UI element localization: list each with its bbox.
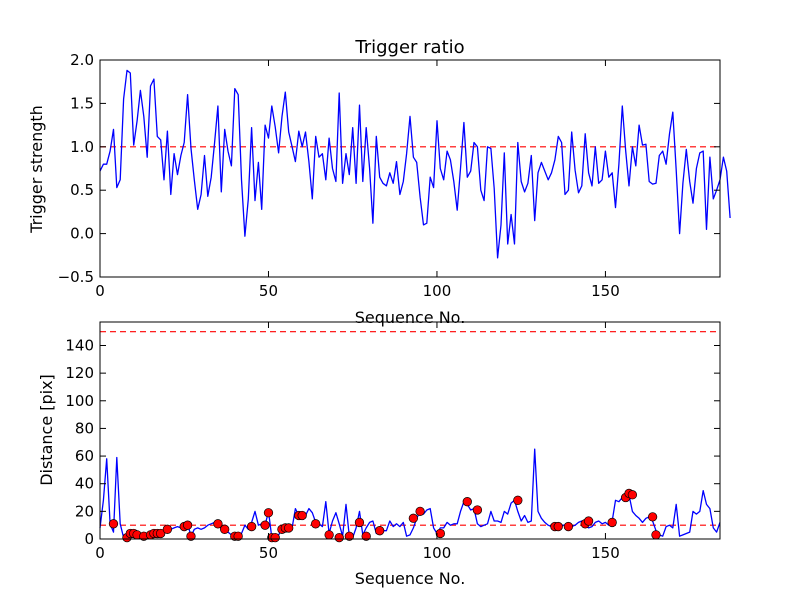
bottom-chart-marker-point: [108, 519, 119, 529]
bottom-chart-marker-point: [415, 506, 425, 517]
bottom-chart-marker-point: [284, 523, 294, 533]
bottom-chart-y-tick-label: 80: [75, 419, 94, 437]
bottom-chart-marker-point: [435, 528, 445, 539]
bottom-chart-marker-point: [408, 513, 419, 523]
top-chart-title: Trigger ratio: [354, 37, 464, 58]
top-chart-y-tick-label: 1.0: [70, 138, 94, 156]
bottom-chart-marker-point: [334, 532, 344, 543]
bottom-chart-marker-point: [246, 521, 257, 532]
top-chart-y-tick-label: 0.0: [70, 225, 94, 243]
bottom-chart-marker-point: [472, 505, 483, 515]
bottom-chart-marker-point: [324, 530, 334, 540]
top-chart-series-line: [99, 69, 731, 259]
bottom-chart-y-tick-label: 140: [65, 336, 94, 354]
top-chart-y-ticks: −0.5 0.0 0.5 1.0 1.5 2.0: [58, 51, 720, 286]
bottom-chart-marker-point: [647, 512, 658, 522]
bottom-chart-marker-point: [354, 517, 365, 528]
top-chart-x-tick-label: 150: [591, 282, 620, 300]
top-chart-x-tick-label: 100: [423, 282, 452, 300]
bottom-chart-marker-point: [375, 526, 385, 536]
bottom-chart-marker-point: [361, 531, 371, 541]
bottom-chart-marker-point: [156, 528, 166, 539]
bottom-chart-marker-point: [563, 521, 574, 532]
bottom-chart-plot-area: [99, 448, 721, 543]
bottom-chart-x-tick-label: 100: [423, 544, 452, 562]
bottom-chart-marker-point: [182, 520, 193, 530]
bottom-chart-marker-point: [186, 531, 196, 541]
bottom-chart-marker-point: [553, 521, 563, 532]
bottom-chart-marker-point: [162, 524, 173, 534]
bottom-chart-y-tick-label: 120: [65, 364, 94, 382]
bottom-chart-marker-point: [583, 516, 594, 526]
bottom-chart-y-tick-label: 20: [75, 502, 94, 520]
bottom-chart-marker-point: [263, 508, 274, 518]
bottom-chart-marker-point: [220, 524, 230, 534]
bottom-chart-x-tick-label: 0: [95, 544, 105, 562]
bottom-chart-x-ticks: 0 50 100 150: [95, 322, 620, 562]
top-chart-x-tick-label: 0: [95, 282, 105, 300]
bottom-chart-marker-point: [513, 495, 523, 505]
bottom-chart-y-axis-label: Distance [pix]: [37, 374, 56, 486]
bottom-chart: 0 50 100 150 0 20 40 60 80 100 120 140 Sequence No…: [37, 321, 721, 588]
bottom-chart-marker-point: [213, 519, 223, 529]
bottom-chart-marker-point: [607, 517, 617, 528]
top-chart-x-tick-label: 50: [259, 282, 278, 300]
bottom-chart-marker-point: [270, 532, 280, 543]
bottom-chart-x-axis-label: Sequence No.: [355, 569, 466, 588]
top-chart-y-tick-label: 2.0: [70, 51, 94, 69]
top-chart-y-tick-label: −0.5: [58, 268, 94, 286]
bottom-chart-marker-point: [462, 497, 472, 507]
bottom-chart-marker-point: [344, 531, 354, 541]
bottom-chart-marker-point: [311, 519, 321, 529]
bottom-chart-marker-point: [260, 520, 270, 530]
top-chart-y-tick-label: 0.5: [70, 181, 94, 199]
bottom-chart-y-tick-label: 60: [75, 447, 94, 465]
top-chart-x-ticks: 0 50 100 150: [95, 60, 620, 300]
bottom-chart-y-tick-label: 0: [84, 530, 94, 548]
bottom-chart-x-tick-label: 150: [591, 544, 620, 562]
bottom-chart-frame: [99, 321, 721, 540]
bottom-chart-marker-point: [627, 490, 638, 500]
bottom-chart-marker-point: [651, 530, 661, 540]
bottom-chart-series-line: [99, 448, 721, 539]
bottom-chart-marker-point: [233, 531, 243, 541]
bottom-chart-y-tick-label: 100: [65, 392, 94, 410]
bottom-chart-reference-layer: [100, 331, 720, 526]
bottom-chart-y-tick-label: 40: [75, 475, 94, 493]
bottom-chart-marker-point: [297, 510, 307, 521]
top-chart-frame: [99, 59, 721, 278]
top-chart: Trigger ratio 0 50 100 150 −0.5 0.0 0.5 1.0 1.5…: [27, 37, 731, 327]
bottom-chart-x-tick-label: 50: [259, 544, 278, 562]
top-chart-plot-area: [99, 69, 731, 259]
top-chart-y-axis-label: Trigger strength: [27, 105, 46, 234]
bottom-chart-y-ticks: 0 20 40 60 80 100 120 140: [65, 336, 720, 548]
top-chart-x-axis-label: Sequence No.: [355, 308, 466, 327]
top-chart-y-tick-label: 1.5: [70, 94, 94, 112]
